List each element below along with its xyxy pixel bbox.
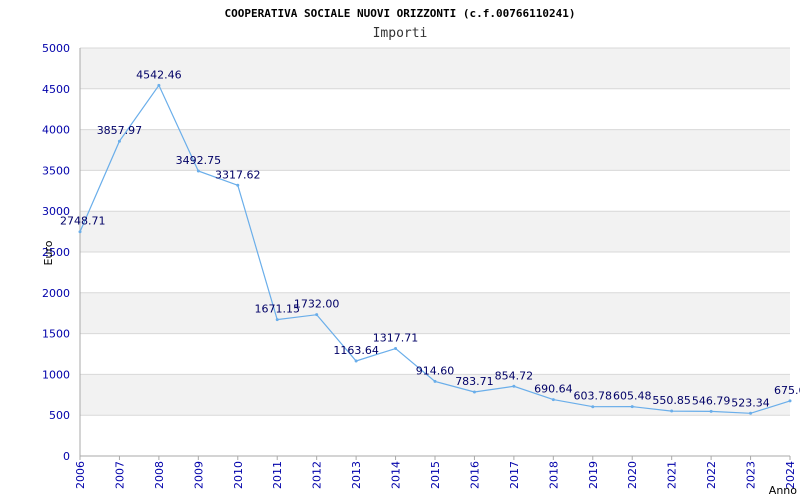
series-importi	[78, 83, 792, 415]
data-label: 1163.64	[333, 344, 379, 357]
x-tick-label: 2021	[666, 461, 679, 489]
y-tick-label: 4500	[42, 83, 70, 96]
y-tick-label: 2500	[42, 246, 70, 259]
data-label: 523.34	[731, 396, 770, 409]
data-point	[275, 318, 279, 322]
data-point	[433, 379, 437, 383]
data-label: 1671.15	[254, 303, 300, 316]
data-label: 550.85	[652, 394, 691, 407]
y-tick-label: 1500	[42, 328, 70, 341]
data-point	[394, 346, 398, 350]
data-label: 603.78	[574, 390, 613, 403]
y-tick-label: 0	[63, 450, 70, 463]
y-tick-label: 4000	[42, 124, 70, 137]
grid-band	[80, 48, 790, 89]
x-tick-label: 2011	[271, 461, 284, 489]
data-point	[591, 405, 595, 409]
y-tick-label: 1000	[42, 368, 70, 381]
x-tick-label: 2008	[153, 461, 166, 489]
data-point	[749, 411, 753, 415]
data-point	[630, 405, 634, 409]
x-tick-label: 2019	[587, 461, 600, 489]
chart-title: COOPERATIVA SOCIALE NUOVI ORIZZONTI (c.f…	[225, 7, 576, 20]
x-tick-label: 2012	[311, 461, 324, 489]
data-label: 4542.46	[136, 68, 182, 81]
x-axis-ticks: 2006 2007 2008 2009 2010 2011 2012 2013 2014 2015…	[74, 456, 797, 489]
data-label: 854.72	[495, 369, 534, 382]
x-tick-label: 2017	[508, 461, 521, 489]
data-label: 3492.75	[176, 154, 222, 167]
plot-background-bands	[80, 48, 790, 416]
data-label: 2748.71	[60, 215, 106, 228]
data-label: 1732.00	[294, 298, 340, 311]
y-tick-label: 500	[49, 409, 70, 422]
data-label: 675.6	[774, 384, 800, 397]
x-tick-label: 2014	[390, 461, 403, 489]
data-point	[709, 409, 713, 413]
x-tick-label: 2023	[745, 461, 758, 489]
x-tick-label: 2007	[113, 461, 126, 489]
x-tick-label: 2024	[784, 461, 797, 489]
data-point	[670, 409, 674, 413]
x-tick-label: 2006	[74, 461, 87, 489]
data-label: 546.79	[692, 394, 731, 407]
data-point	[354, 359, 358, 363]
x-tick-label: 2010	[232, 461, 245, 489]
y-axis-label: Euro	[42, 240, 55, 265]
chart-subtitle: Importi	[373, 26, 428, 41]
x-tick-label: 2015	[429, 461, 442, 489]
data-point	[315, 313, 319, 317]
x-tick-label: 2016	[468, 461, 481, 489]
data-label: 1317.71	[373, 331, 419, 344]
data-point	[512, 384, 516, 388]
data-label: 3317.62	[215, 168, 261, 181]
grid-band	[80, 129, 790, 171]
grid-band	[80, 292, 790, 334]
x-tick-label: 2009	[192, 461, 205, 489]
x-tick-label: 2013	[350, 461, 363, 489]
data-point	[788, 399, 792, 403]
y-tick-label: 3500	[42, 164, 70, 177]
data-point	[157, 83, 161, 87]
data-point	[551, 398, 555, 402]
data-label: 783.71	[455, 375, 494, 388]
y-tick-label: 2000	[42, 287, 70, 300]
data-point	[78, 230, 82, 234]
data-label: 914.60	[416, 364, 455, 377]
x-axis-label: Anno	[769, 484, 797, 497]
data-point	[472, 390, 476, 394]
data-point	[236, 183, 240, 187]
x-tick-label: 2018	[547, 461, 560, 489]
data-label: 3857.97	[97, 124, 143, 137]
y-axis-ticks: 0 500 1000 1500 2000 2500 3000 3500 4000 4500 5000	[42, 42, 70, 463]
y-tick-label: 5000	[42, 42, 70, 55]
grid-band	[80, 211, 790, 252]
data-point	[196, 169, 200, 173]
data-label: 605.48	[613, 390, 652, 403]
data-label: 690.64	[534, 383, 573, 396]
data-point	[117, 139, 121, 143]
y-tick-label: 3000	[42, 205, 70, 218]
x-tick-label: 2022	[705, 461, 718, 489]
x-tick-label: 2020	[626, 461, 639, 489]
